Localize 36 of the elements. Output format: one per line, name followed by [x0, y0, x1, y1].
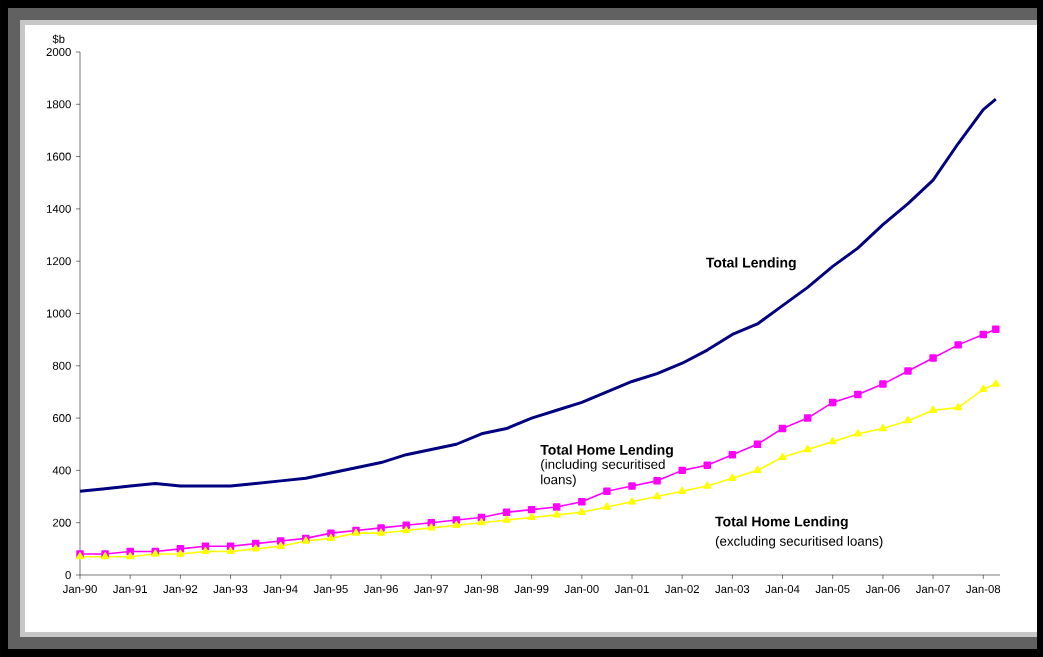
y-tick-label: 2000 [46, 47, 71, 56]
x-tick-label: Jan-96 [363, 585, 398, 594]
y-tick-label: 600 [52, 414, 71, 423]
series-label: Total Home Lending [540, 444, 673, 458]
series-label: Total Lending [706, 257, 796, 271]
y-tick-label: 1600 [46, 152, 71, 161]
x-tick-label: Jan-05 [815, 585, 850, 594]
x-tick-label: Jan-91 [113, 585, 147, 594]
y-tick-label: 1800 [46, 100, 71, 109]
x-tick-label: Jan-98 [464, 585, 499, 594]
x-tick-label: Jan-06 [865, 585, 900, 594]
x-tick-label: Jan-95 [313, 585, 348, 594]
x-tick-label: Jan-07 [915, 585, 950, 594]
x-tick-label: Jan-03 [715, 585, 750, 594]
y-tick-label: 1000 [46, 309, 71, 318]
x-tick-label: Jan-00 [564, 585, 599, 594]
x-tick-label: Jan-04 [765, 585, 800, 594]
x-tick-label: Jan-92 [163, 585, 198, 594]
y-tick-label: 800 [52, 361, 71, 370]
x-tick-label: Jan-93 [213, 585, 248, 594]
x-tick-label: Jan-01 [614, 585, 649, 594]
x-tick-label: Jan-02 [665, 585, 699, 594]
text: Total Home Lending [715, 516, 848, 530]
y-tick-label: 1200 [46, 257, 71, 266]
y-tick-label: 200 [52, 518, 71, 527]
annotation: (excluding securitised loans) [715, 536, 883, 549]
x-tick-label: Jan-90 [62, 585, 97, 594]
y-tick-label: 400 [52, 466, 71, 475]
y-tick-label: 0 [65, 570, 71, 579]
y-tick-label: 1400 [46, 204, 71, 213]
annotation: (including securitised loans) [541, 459, 665, 487]
x-tick-label: Jan-97 [414, 585, 449, 594]
y-axis-title: $b [52, 34, 65, 44]
x-tick-label: Jan-08 [966, 585, 1001, 594]
x-tick-label: Jan-99 [514, 585, 549, 594]
x-tick-label: Jan-94 [263, 585, 298, 594]
